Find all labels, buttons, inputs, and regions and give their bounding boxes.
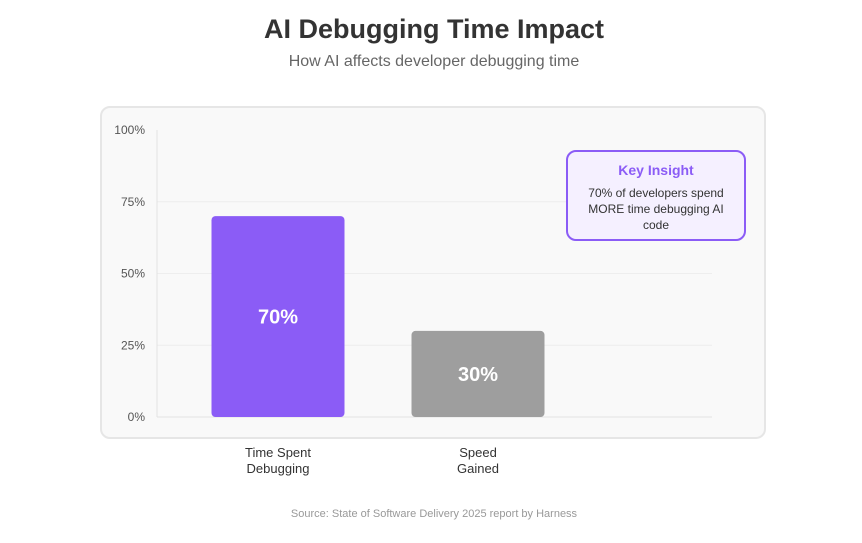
chart-title: AI Debugging Time Impact	[263, 14, 605, 44]
y-tick-label: 0%	[128, 410, 146, 424]
x-tick-label: Speed Gained	[457, 445, 499, 476]
y-tick-label: 25%	[121, 338, 145, 352]
y-tick-label: 100%	[114, 123, 145, 137]
key-insight-box: Key Insight 70% of developers spend MORE…	[566, 150, 746, 241]
bar-data-label: 70%	[258, 307, 298, 329]
y-tick-label: 50%	[121, 267, 145, 281]
bar	[211, 216, 345, 417]
source-note: Source: State of Software Delivery 2025 …	[290, 508, 578, 520]
chart-subtitle: How AI affects developer debugging time	[288, 53, 580, 70]
x-tick-label: Time Spent Debugging	[245, 445, 311, 476]
key-insight-text: 70% of developers spend MORE time debugg…	[588, 186, 724, 232]
y-tick-label: 75%	[121, 195, 145, 209]
bar-data-label: 30%	[458, 364, 498, 386]
bar	[411, 330, 545, 417]
key-insight-title: Key Insight	[618, 162, 694, 178]
